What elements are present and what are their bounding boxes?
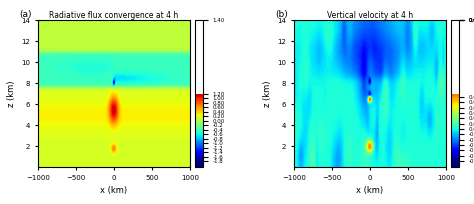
Y-axis label: z (km): z (km) — [7, 81, 16, 107]
X-axis label: x (km): x (km) — [100, 186, 128, 195]
Title: Radiative flux convergence at 4 h: Radiative flux convergence at 4 h — [49, 11, 179, 20]
Title: Vertical velocity at 4 h: Vertical velocity at 4 h — [327, 11, 413, 20]
X-axis label: x (km): x (km) — [356, 186, 383, 195]
Y-axis label: z (km): z (km) — [263, 81, 272, 107]
Text: (a): (a) — [20, 10, 32, 19]
Text: (b): (b) — [276, 10, 288, 19]
